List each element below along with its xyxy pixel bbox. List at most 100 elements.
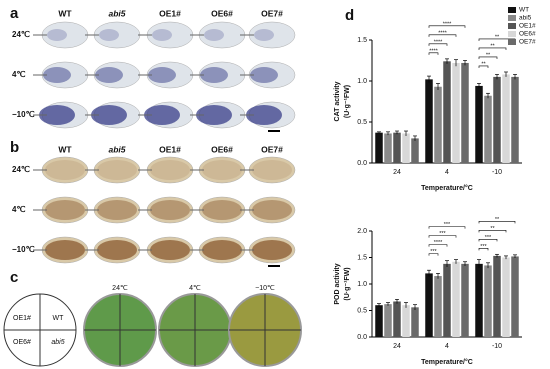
leaf-stain [250, 67, 278, 83]
significance-bracket [478, 248, 489, 251]
plate-temperature: −10℃ [255, 285, 275, 292]
significance-label: **** [429, 48, 438, 54]
genotype-header: OE6# [211, 144, 233, 154]
y-tick-label: 0.5 [357, 119, 367, 126]
bar [425, 79, 433, 163]
legend-label: WT [519, 7, 529, 14]
bar [375, 132, 383, 163]
y-tick-label: 1.5 [357, 254, 367, 261]
bar [393, 301, 401, 337]
quadrant-label: OE1# [13, 315, 31, 322]
y-axis-label: CAT activity [334, 81, 341, 121]
quadrant-label: abi5 [51, 339, 64, 346]
bar [443, 263, 451, 337]
bar [452, 62, 460, 163]
leaf-stain [97, 160, 137, 180]
leaf-stain [246, 105, 282, 125]
y-tick-label: 1.0 [357, 281, 367, 288]
significance-label: ** [490, 43, 495, 49]
temperature-label: 4℃ [12, 70, 25, 79]
genotype-header: abi5 [108, 8, 125, 18]
leaf-stain [97, 240, 137, 260]
significance-label: **** [434, 240, 443, 246]
bar [402, 133, 410, 163]
bar [502, 74, 510, 163]
significance-label: *** [444, 222, 451, 228]
significance-bracket [428, 226, 466, 229]
y-axis-unit: (U·g⁻¹FW) [344, 267, 351, 300]
leaf-stain [252, 240, 292, 260]
significance-label: ** [490, 226, 495, 232]
bar [402, 305, 410, 337]
leaf-stain [99, 29, 119, 41]
genotype-header: OE7# [261, 8, 283, 18]
bar [511, 256, 519, 337]
legend-label: OE1# [519, 23, 536, 30]
y-tick-label: 1.5 [357, 37, 367, 44]
y-tick-label: 0.5 [357, 307, 367, 314]
bar [475, 263, 483, 337]
significance-label: ** [495, 34, 500, 40]
genotype-header: OE1# [159, 8, 181, 18]
legend-swatch [508, 31, 516, 37]
temperature-label: 4℃ [12, 205, 25, 214]
significance-label: **** [443, 21, 452, 27]
quadrant-label: WT [53, 315, 65, 322]
y-tick-label: 0.0 [357, 160, 367, 167]
bar [484, 265, 492, 337]
bar [452, 261, 460, 337]
leaf-stain [45, 160, 85, 180]
y-axis-unit: (U·g⁻¹FW) [344, 85, 351, 118]
bar [411, 138, 419, 163]
y-axis-label: POD activity [334, 263, 341, 304]
significance-label: *** [485, 235, 492, 241]
bar [461, 263, 469, 337]
bar [461, 62, 469, 163]
leaf-stain [91, 105, 127, 125]
y-tick-label: 1.0 [357, 78, 367, 85]
bar [375, 305, 383, 337]
x-tick-label: 4 [445, 343, 449, 350]
quadrant-label: OE6# [13, 339, 31, 346]
x-axis-label: Temperature/°C [421, 184, 473, 192]
significance-bracket [428, 244, 448, 247]
significance-bracket [428, 253, 439, 256]
leaf-stain [196, 105, 232, 125]
significance-bracket [478, 230, 507, 233]
x-axis-label: Temperature/°C [421, 358, 473, 366]
bar [384, 304, 392, 337]
significance-label: **** [438, 30, 447, 36]
significance-bracket [428, 235, 457, 238]
genotype-header: WT [58, 144, 72, 154]
bar [443, 61, 451, 163]
significance-bracket [428, 34, 457, 37]
leaf-stain [148, 67, 176, 83]
x-tick-label: 24 [393, 169, 401, 176]
legend-swatch [508, 15, 516, 21]
panel-label: a [10, 5, 19, 22]
leaf-stain [200, 67, 228, 83]
significance-bracket [478, 47, 507, 50]
leaf-stain [45, 240, 85, 260]
bar [484, 95, 492, 163]
temperature-label: 24℃ [12, 165, 30, 174]
bar [434, 86, 442, 163]
leaf-stain [150, 240, 190, 260]
legend-label: abi5 [519, 15, 532, 22]
leaf-stain [95, 67, 123, 83]
leaf-stain [43, 67, 71, 83]
leaf-stain [39, 105, 75, 125]
leaf-stain [202, 240, 242, 260]
bar [493, 76, 501, 163]
significance-label: *** [439, 231, 446, 237]
bar [475, 85, 483, 163]
bar [511, 76, 519, 163]
significance-label: *** [480, 244, 487, 250]
genotype-header: WT [58, 8, 72, 18]
significance-bracket [478, 65, 489, 68]
significance-bracket [478, 239, 498, 242]
legend-swatch [508, 39, 516, 45]
bar [434, 276, 442, 337]
leaf-stain [202, 200, 242, 220]
temperature-label: −10℃ [12, 110, 35, 119]
